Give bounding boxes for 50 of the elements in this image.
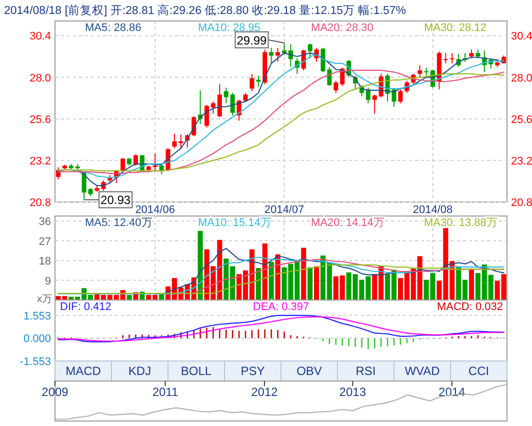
text: MA30: 13.88万: [424, 217, 498, 229]
text: MACD: 0.032: [436, 301, 503, 313]
annotation: 20.93: [100, 193, 131, 208]
x-tick-label: 2012: [251, 385, 278, 399]
y-tick-label: 23.2: [30, 155, 51, 168]
annotation: 29.99: [234, 31, 285, 48]
y-tick-label: 9: [44, 275, 51, 288]
y-tick-label: 0.000: [23, 333, 51, 346]
category-label: OBV: [296, 364, 322, 378]
x-tick-label: 2014/06: [135, 204, 175, 216]
category-label: MACD: [66, 364, 102, 378]
category-label: KDJ: [128, 364, 152, 378]
x-tick-label: 2013: [339, 385, 366, 399]
y-tick-label: 36: [38, 216, 51, 228]
annotation: 29.99: [236, 33, 268, 48]
category-label: WVAD: [404, 364, 440, 378]
y2-tick-label: 23.2: [511, 155, 532, 168]
category-label: CCI: [468, 364, 490, 378]
y-tick-label: 25.6: [30, 114, 51, 126]
text: MA30: 28.12: [424, 22, 486, 34]
category-label: BOLL: [180, 364, 212, 378]
y2-tick-label: 28.0: [511, 72, 532, 84]
chart-title: 2014/08/18 [前复权] 开:28.81 高:29.26 低:28.80 收:29.18 量:12.15万 幅:1.57%: [4, 3, 406, 17]
x-tick-label: 2014: [438, 385, 466, 399]
y2-tick-label: 30.4: [511, 30, 532, 43]
series-label: DEA: 0.397: [252, 301, 310, 313]
x-tick-label: 2014/07: [264, 204, 304, 216]
x-tick-label: 2009: [42, 385, 69, 399]
text: DIF: 0.412: [60, 301, 112, 313]
y-tick-label: 28.0: [30, 72, 51, 84]
y-axis-title: x万: [37, 294, 52, 305]
x-tick-label: 2014/08: [412, 204, 453, 216]
y-tick-label: 30.4: [30, 30, 51, 43]
text: MA20: 14.14万: [311, 217, 384, 229]
y-tick-label: 18: [38, 256, 51, 268]
annotation: 20.93: [84, 191, 133, 208]
text: MA10: 15.14万: [198, 217, 272, 229]
y2-tick-label: 25.6: [511, 114, 532, 126]
y-tick-label: 20.8: [30, 197, 51, 209]
x-tick-label: 2011: [152, 385, 178, 399]
y-tick-label: 27: [38, 236, 51, 248]
category-label: PSY: [240, 364, 265, 378]
text: MA5: 28.86: [85, 22, 142, 34]
category-label: RSI: [356, 364, 376, 378]
text: MA10: 28.95: [198, 22, 260, 34]
text: MA20: 28.30: [311, 22, 374, 34]
y-tick-label: 1.553: [23, 310, 51, 322]
y-tick-label: -1.553: [20, 356, 51, 368]
y2-tick-label: 20.8: [511, 197, 532, 209]
text: MA5: 12.40万: [85, 217, 152, 229]
